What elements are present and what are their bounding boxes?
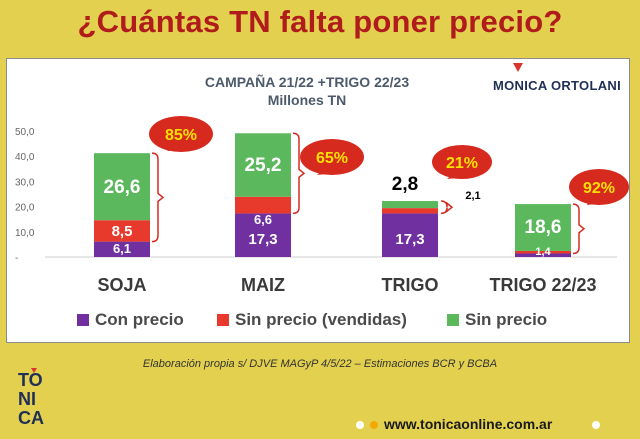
bar-segment xyxy=(94,153,150,221)
bar-segment xyxy=(235,213,291,257)
legend-label-con-precio: Con precio xyxy=(95,310,184,329)
bar-segment xyxy=(515,253,571,257)
callout-bubble xyxy=(149,116,213,152)
data-label: 17,3 xyxy=(395,231,424,248)
legend-item-sin-precio: Sin precio xyxy=(447,310,547,330)
svg-text:TO: TO xyxy=(18,370,43,390)
bar-segment xyxy=(515,204,571,251)
bar-segment xyxy=(382,201,438,209)
legend-swatch-con-precio xyxy=(77,314,89,326)
bracket-icon xyxy=(151,152,165,243)
footer-dot-white xyxy=(356,421,364,429)
callout-bubble xyxy=(569,169,629,205)
legend-label-vendidas: Sin precio (vendidas) xyxy=(235,310,407,329)
callout-label: 65% xyxy=(316,150,348,167)
y-tick-label: 10,0 xyxy=(15,228,35,239)
y-tick-label: - xyxy=(15,253,18,264)
legend-item-vendidas: Sin precio (vendidas) xyxy=(217,310,407,330)
callout-bubble xyxy=(300,139,364,175)
bar-segment xyxy=(382,208,438,214)
data-label: 2,8 xyxy=(392,174,418,195)
data-label: 25,2 xyxy=(245,155,282,176)
svg-text:CA: CA xyxy=(18,408,44,428)
source-note: Elaboración propia s/ DJVE MAGyP 4/5/22 … xyxy=(142,358,498,370)
footer-dot-white-right xyxy=(592,421,600,429)
data-label: 6,6 xyxy=(254,212,272,227)
website-link[interactable]: www.tonicaonline.com.ar xyxy=(384,416,553,432)
chart-title: CAMPAÑA 21/22 +TRIGO 22/23 xyxy=(204,74,410,90)
footer-dot-orange xyxy=(370,421,378,429)
bar-segment xyxy=(515,250,571,254)
y-tick-label: 40,0 xyxy=(15,152,35,163)
legend-swatch-sin-precio xyxy=(447,314,459,326)
svg-text:NI: NI xyxy=(18,389,36,409)
callout-label: 92% xyxy=(583,180,615,197)
bracket-icon xyxy=(292,132,306,215)
legend-label-sin-precio: Sin precio xyxy=(465,310,548,329)
bar-segment xyxy=(382,213,438,257)
bar-segment xyxy=(94,241,150,257)
x-tick-label: TRIGO xyxy=(382,275,439,295)
bar-chart: 50,0 40,0 30,0 20,0 10,0 - SOJA MAIZ TRIGO TRIGO … xyxy=(15,116,629,295)
data-label: 8,5 xyxy=(112,223,133,240)
data-label: 2,1 xyxy=(465,190,480,202)
callout-label: 21% xyxy=(446,155,478,172)
data-label: 18,6 xyxy=(525,217,562,238)
data-label: 6,1 xyxy=(113,241,131,256)
x-tick-label: SOJA xyxy=(97,275,146,295)
x-tick-label: MAIZ xyxy=(241,275,285,295)
data-label: 1,4 xyxy=(535,246,551,258)
bar-segment xyxy=(94,220,150,242)
bracket-icon xyxy=(572,203,586,255)
y-tick-label: 50,0 xyxy=(15,127,35,138)
tonica-logo: TO NI CA xyxy=(18,368,44,428)
bar-segment xyxy=(235,133,291,197)
chart-panel: CAMPAÑA 21/22 +TRIGO 22/23 Millones TN M… xyxy=(6,58,630,343)
y-tick-label: 30,0 xyxy=(15,177,35,188)
callout-label: 85% xyxy=(165,127,197,144)
chart-unit: Millones TN xyxy=(267,92,347,108)
callout-bubble xyxy=(432,145,492,179)
brand-triangle-icon xyxy=(513,63,523,72)
data-label: 17,3 xyxy=(248,231,277,248)
bracket-icon xyxy=(440,200,454,215)
x-tick-label: TRIGO 22/23 xyxy=(489,275,596,295)
bar-segment xyxy=(235,196,291,214)
page-title: ¿Cuántas TN falta poner precio? xyxy=(77,4,563,39)
legend-item-con-precio: Con precio xyxy=(77,310,184,330)
legend-swatch-vendidas xyxy=(217,314,229,326)
chart-subtitle-block: CAMPAÑA 21/22 +TRIGO 22/23 Millones TN xyxy=(157,73,457,109)
data-label: 26,6 xyxy=(104,177,141,198)
y-tick-label: 20,0 xyxy=(15,203,35,214)
brand-name: MONICA ORTOLANI xyxy=(493,78,621,93)
